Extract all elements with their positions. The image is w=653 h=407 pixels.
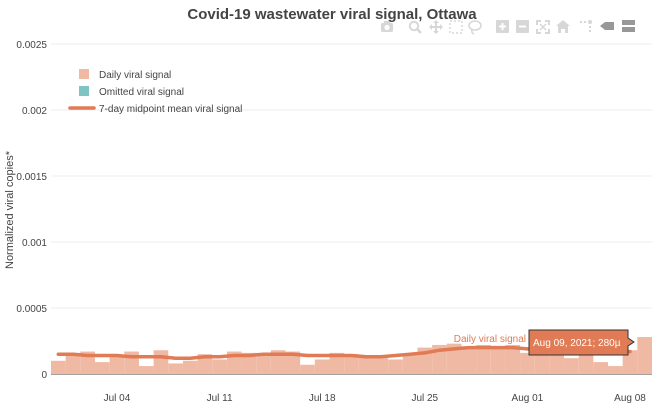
daily-bar[interactable]	[109, 355, 125, 374]
x-axis-ticks: Jul 04 Jul 11 Jul 18 Jul 25 Aug 01 Aug 08	[104, 393, 647, 404]
zoom-icon[interactable]	[408, 20, 422, 34]
y-tick-label: 0.0015	[16, 172, 47, 183]
daily-bar[interactable]	[94, 362, 110, 374]
hover-compare-icon[interactable]	[622, 20, 635, 32]
hover-closest-icon[interactable]	[600, 22, 614, 30]
daily-bar[interactable]	[153, 350, 169, 374]
daily-bar[interactable]	[138, 366, 154, 374]
y-tick-label: 0.002	[22, 106, 47, 117]
daily-bar[interactable]	[197, 354, 213, 374]
pan-icon[interactable]	[429, 20, 443, 34]
daily-bar[interactable]	[285, 351, 301, 374]
daily-bar[interactable]	[241, 352, 257, 374]
daily-bar[interactable]	[593, 362, 609, 374]
legend-item-mean[interactable]: 7-day midpoint mean viral signal	[68, 104, 242, 115]
daily-bar[interactable]	[446, 343, 462, 374]
daily-bar[interactable]	[358, 355, 374, 374]
legend-swatch-daily	[79, 69, 89, 79]
box-select-icon[interactable]	[449, 20, 463, 34]
camera-icon[interactable]	[381, 21, 393, 32]
daily-bar[interactable]	[314, 359, 330, 374]
legend-item-omitted[interactable]: Omitted viral signal	[79, 86, 184, 98]
legend-label-omitted: Omitted viral signal	[99, 87, 184, 98]
hover-box	[528, 329, 635, 356]
daily-bar[interactable]	[329, 352, 345, 374]
y-axis-ticks: 0 0.0005 0.001 0.0015 0.002 0.0025	[16, 40, 47, 381]
daily-bar[interactable]	[373, 358, 389, 374]
autoscale-icon[interactable]	[536, 20, 550, 34]
legend-label-daily: Daily viral signal	[99, 70, 171, 81]
x-tick-label: Jul 11	[207, 393, 233, 404]
chart-title: Covid-19 wastewater viral signal, Ottawa	[187, 6, 477, 23]
daily-bar[interactable]	[461, 346, 477, 374]
daily-bar[interactable]	[505, 344, 521, 374]
daily-bar[interactable]	[182, 360, 198, 374]
x-tick-label: Jul 18	[309, 393, 336, 404]
daily-bar[interactable]	[490, 346, 506, 374]
daily-bar[interactable]	[51, 360, 66, 374]
modebar	[381, 20, 635, 35]
daily-bar[interactable]	[300, 364, 315, 374]
daily-bar[interactable]	[168, 363, 183, 374]
y-tick-label: 0.001	[22, 238, 47, 249]
legend-item-daily[interactable]: Daily viral signal	[79, 69, 171, 81]
daily-bar[interactable]	[637, 337, 652, 374]
zoom-out-icon[interactable]	[516, 20, 529, 33]
daily-bar[interactable]	[256, 354, 271, 374]
x-tick-label: Jul 25	[411, 393, 438, 404]
daily-bar[interactable]	[65, 352, 81, 374]
y-tick-label: 0.0005	[16, 304, 47, 315]
daily-bar[interactable]	[388, 359, 403, 374]
daily-bar[interactable]	[520, 352, 535, 374]
legend: Daily viral signal Omitted viral signal …	[68, 69, 242, 115]
spike-lines-icon[interactable]	[580, 20, 592, 33]
legend-label-mean: 7-day midpoint mean viral signal	[99, 104, 242, 115]
zoom-in-icon[interactable]	[496, 20, 509, 33]
daily-bar[interactable]	[270, 350, 286, 374]
daily-bar[interactable]	[622, 350, 638, 374]
reset-axes-icon[interactable]	[556, 20, 570, 33]
y-tick-label: 0.0025	[16, 40, 47, 51]
x-tick-label: Aug 08	[614, 393, 646, 404]
daily-bar[interactable]	[534, 350, 550, 374]
daily-bar[interactable]	[476, 344, 491, 374]
daily-bar[interactable]	[608, 366, 623, 374]
daily-bar[interactable]	[212, 359, 227, 374]
daily-bar[interactable]	[344, 354, 359, 374]
hover-tooltip: Daily viral signal Aug 09, 2021; 280µ	[454, 329, 635, 356]
daily-bar[interactable]	[564, 358, 579, 374]
x-tick-label: Aug 01	[512, 393, 544, 404]
y-axis-title: Normalized viral copies*	[4, 150, 16, 269]
hover-value: Aug 09, 2021; 280µ	[533, 338, 621, 349]
x-tick-label: Jul 04	[104, 393, 131, 404]
lasso-icon[interactable]	[468, 20, 482, 35]
hover-series-label: Daily viral signal	[454, 334, 526, 345]
y-tick-label: 0	[41, 370, 47, 381]
daily-bar[interactable]	[402, 355, 418, 374]
legend-swatch-omitted	[79, 86, 89, 96]
